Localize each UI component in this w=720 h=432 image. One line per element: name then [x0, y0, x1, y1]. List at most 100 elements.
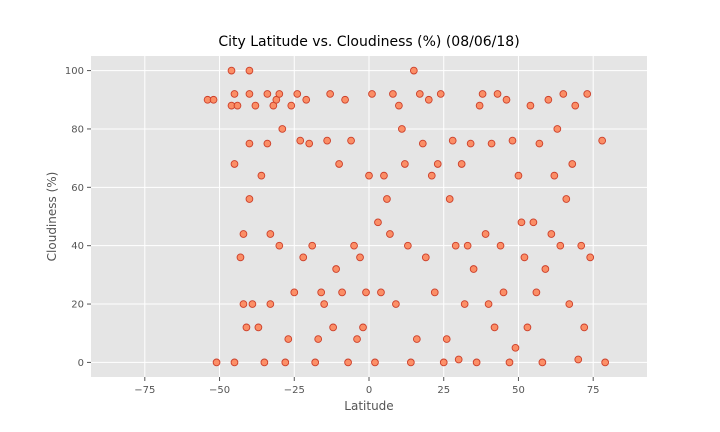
data-point	[350, 241, 358, 250]
data-point	[538, 358, 547, 367]
data-point	[445, 195, 454, 203]
y-axis-label: Cloudiness (%)	[45, 172, 59, 262]
data-point	[481, 230, 490, 238]
data-point	[266, 230, 275, 238]
data-point	[365, 171, 373, 180]
data-point	[406, 358, 415, 367]
data-point	[362, 288, 370, 297]
data-point	[209, 95, 218, 104]
data-point	[487, 139, 496, 148]
data-point	[293, 90, 302, 98]
data-point	[433, 160, 442, 168]
data-point	[526, 101, 535, 110]
data-point	[568, 160, 577, 168]
data-point	[508, 136, 517, 145]
data-point	[580, 323, 589, 332]
tick-labels: −75 −50 −25 0 25 50 75 0 20 40 60 80 100	[65, 66, 600, 396]
data-point	[520, 253, 529, 262]
data-point	[436, 90, 445, 98]
data-points	[203, 66, 610, 367]
data-point	[305, 139, 314, 148]
data-point	[451, 241, 460, 250]
data-point	[239, 300, 248, 308]
data-point	[332, 265, 340, 273]
data-point	[398, 125, 406, 133]
data-point	[469, 265, 478, 273]
data-point	[562, 195, 571, 203]
data-point	[281, 358, 290, 367]
y-tick-label: 40	[71, 241, 84, 252]
data-point	[409, 66, 418, 75]
data-point	[565, 300, 574, 308]
data-point	[424, 95, 433, 104]
data-point	[541, 265, 550, 273]
data-point	[320, 300, 329, 308]
data-point	[547, 230, 556, 238]
data-point	[257, 171, 266, 180]
x-tick-label: 50	[512, 385, 525, 396]
data-point	[344, 358, 352, 367]
data-point	[586, 253, 595, 262]
x-tick-label: −25	[284, 385, 305, 396]
x-axis-label: Latitude	[344, 399, 393, 413]
data-point	[275, 241, 284, 250]
data-point	[371, 358, 379, 367]
data-point	[245, 195, 254, 203]
data-point	[329, 323, 337, 332]
data-point	[347, 136, 355, 145]
data-point	[323, 136, 332, 145]
data-point	[421, 253, 430, 262]
data-point	[389, 90, 397, 98]
data-point	[598, 136, 607, 145]
data-point	[412, 335, 421, 343]
data-point	[353, 335, 361, 343]
data-point	[245, 139, 254, 148]
data-point	[287, 101, 296, 110]
data-point	[296, 136, 305, 145]
data-point	[299, 253, 308, 262]
data-point	[212, 358, 221, 367]
data-point	[502, 95, 511, 104]
data-point	[553, 125, 562, 133]
data-point	[236, 253, 245, 262]
data-point	[377, 288, 385, 297]
data-point	[556, 241, 565, 250]
data-point	[383, 195, 391, 203]
data-point	[574, 355, 583, 364]
data-point	[460, 300, 469, 308]
y-tick-label: 60	[71, 183, 84, 194]
data-point	[401, 160, 409, 168]
data-point	[472, 358, 481, 367]
data-point	[380, 171, 388, 180]
chart-title: City Latitude vs. Cloudiness (%) (08/06/…	[218, 34, 519, 50]
data-point	[239, 230, 248, 238]
data-point	[550, 171, 559, 180]
x-tick-label: 0	[366, 385, 372, 396]
data-point	[248, 300, 257, 308]
data-point	[317, 288, 326, 297]
data-point	[499, 288, 508, 297]
data-point	[505, 358, 514, 367]
data-point	[559, 90, 568, 98]
x-tick-label: 25	[437, 385, 450, 396]
data-point	[544, 95, 553, 104]
data-point	[478, 90, 487, 98]
data-point	[404, 241, 412, 250]
data-point	[392, 300, 400, 308]
data-point	[448, 136, 457, 145]
data-point	[514, 171, 523, 180]
data-point	[263, 90, 272, 98]
data-point	[442, 335, 451, 343]
data-point	[335, 160, 343, 168]
data-point	[275, 90, 284, 98]
data-point	[386, 230, 394, 238]
data-point	[523, 323, 532, 332]
data-point	[227, 66, 236, 75]
data-point	[308, 241, 317, 250]
grid-lines	[91, 56, 647, 377]
data-point	[230, 358, 239, 367]
data-point	[463, 241, 472, 250]
data-point	[260, 358, 269, 367]
y-tick-label: 20	[71, 300, 84, 311]
